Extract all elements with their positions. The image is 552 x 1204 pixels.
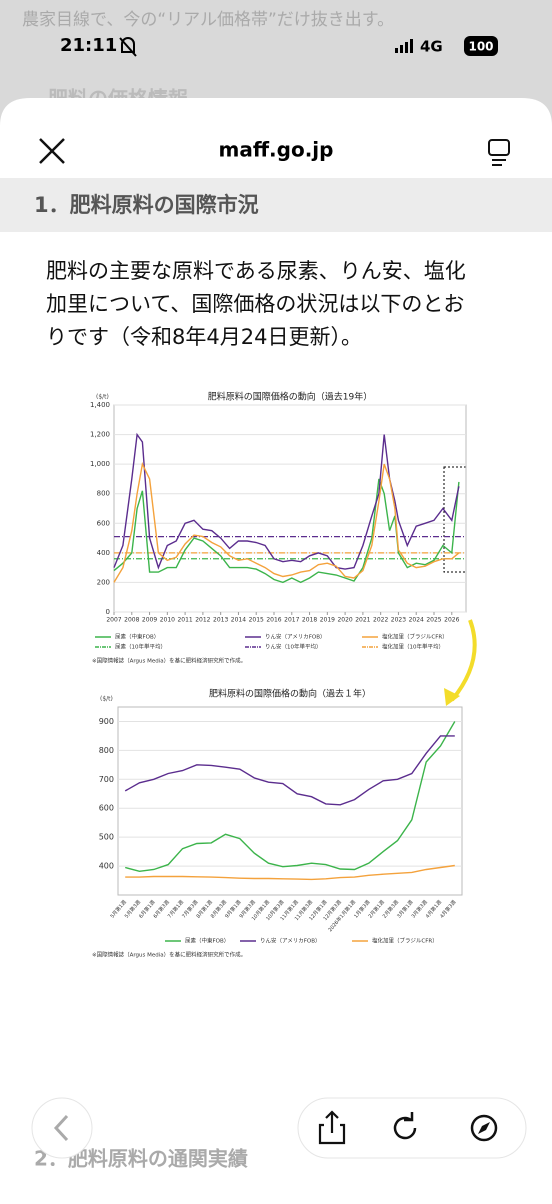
x-tick-label: 2011 [177,617,192,624]
x-tick-label: 2021 [355,617,370,624]
chart-note: ※国際情報誌（Argus Media）を基に肥料経済研究所で作成。 [92,951,246,959]
section-title: 1．肥料原料の国際市況 [34,193,259,217]
highlight-box [443,466,467,573]
paragraph-line: りです（令和8年4月24日更新）。 [46,325,362,349]
status-time: 21:11 [60,35,117,56]
y-tick-label: 200 [97,578,110,586]
paragraph-line: 肥料の主要な原料である尿素、りん安、塩化 [46,259,466,283]
legend-label: 塩化加里（ブラジルCFR） [382,633,448,641]
legend-label: りん安（10年単平均） [265,643,322,651]
x-tick-label: 2024 [409,617,424,624]
x-tick-label: 2009 [142,617,157,624]
paragraph-line: 加里について、国際価格の状況は以下のとお [46,292,464,316]
x-tick-label: 2026 [444,617,459,624]
status-battery: 100 [468,40,493,54]
legend-label: りん安（アメリカFOB） [265,633,326,641]
y-tick-label: 400 [99,862,114,871]
y-tick-label: 900 [99,717,114,726]
y-tick-label: 0 [106,608,110,616]
x-tick-label: 2013 [213,617,228,624]
series-line [113,432,460,570]
x-tick-label: 2020 [337,617,352,624]
y-tick-label: 400 [97,549,110,557]
y-tick-label: 500 [99,833,114,842]
legend-label: 塩化加里（ブラジルCFR） [372,937,438,945]
url[interactable]: maff.go.jp [219,138,334,162]
y-tick-label: 1,200 [90,431,110,439]
compass-button[interactable] [470,1114,498,1142]
series-line [113,478,460,584]
section-header-band [0,178,552,232]
back-icon [53,1114,69,1142]
chart-title: 肥料原料の国際価格の動向（過去19年） [208,391,372,403]
y-tick-label: 700 [99,775,114,784]
y-tick-label: 600 [97,519,110,527]
legend-label: 尿素（中東FOB） [185,937,229,945]
series-line [125,864,455,881]
legend-label: 尿素（中東FOB） [115,633,159,641]
y-tick-label: 800 [99,746,114,755]
x-tick-label: 2010 [160,617,175,624]
mute-icon [119,37,137,57]
back-button[interactable] [31,1097,93,1159]
y-tick-label: 1,000 [90,460,110,468]
x-tick-label: 2023 [391,617,406,624]
chart-note: ※国際情報誌（Argus Media）を基に肥料経済研究所で作成。 [92,657,246,665]
x-tick-label: 2019 [320,617,335,624]
share-button[interactable] [318,1110,346,1145]
reload-button[interactable] [393,1112,417,1140]
arrow-head [444,688,460,706]
chart-image [90,380,475,965]
battery [464,36,498,56]
reader-button[interactable] [488,139,510,166]
series-line [125,721,456,873]
x-tick-label: 2025 [426,617,441,624]
series-line [113,461,460,583]
x-tick-label: 2016 [266,617,281,624]
y-unit: ($/t) [100,696,113,703]
x-tick-label: 2014 [231,617,246,624]
legend-label: 塩化加里（10年単平均） [382,643,444,651]
x-tick-label: 2008 [124,617,139,624]
x-tick-label: 2017 [284,617,299,624]
legend-label: 尿素（10年単平均） [115,643,166,651]
plot-area [117,706,463,896]
close-button[interactable] [39,138,65,164]
toolbar [297,1097,527,1159]
x-tick-label: 2015 [249,617,264,624]
legend-label: りん安（アメリカFOB） [260,937,321,945]
y-tick-label: 800 [97,490,110,498]
y-tick-label: 1,400 [90,401,110,409]
signal-icon [395,39,413,53]
status-network: 4G [420,38,443,56]
chart-title: 肥料原料の国際価格の動向（過去１年） [209,688,371,700]
y-tick-label: 600 [99,804,114,813]
x-tick-label: 2018 [302,617,317,624]
series-line [124,735,455,806]
y-unit: ($/t) [96,394,109,401]
background-caption: 農家目線で、今の“リアル価格帯”だけ抜き出す。 [22,10,394,30]
x-tick-label: 2007 [106,617,121,624]
arrow [450,619,477,702]
x-tick-label: 2022 [373,617,388,624]
x-tick-label: 2012 [195,617,210,624]
